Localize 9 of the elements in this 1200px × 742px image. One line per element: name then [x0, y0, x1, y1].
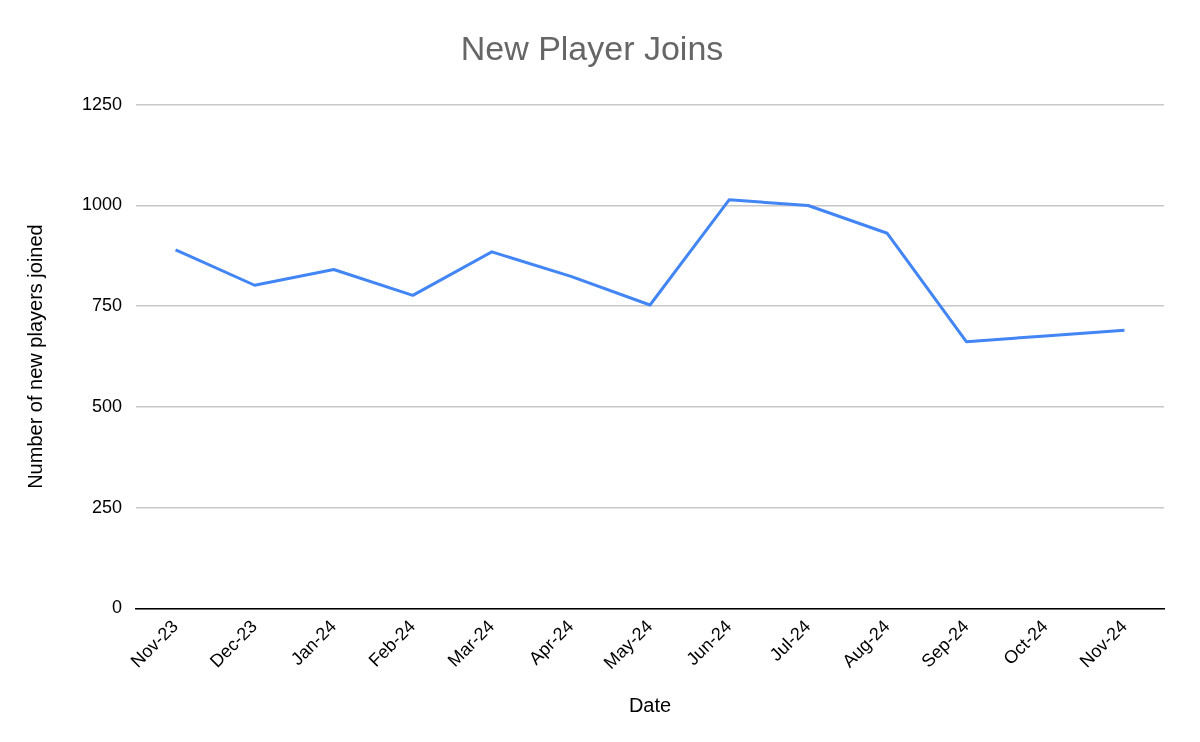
y-tick-label: 1250 [82, 93, 123, 114]
y-tick-label: 0 [112, 597, 123, 618]
chart-title: New Player Joins [460, 28, 724, 67]
x-axis-title: Date [628, 693, 672, 716]
y-tick-label: 500 [92, 395, 123, 416]
y-tick-label: 750 [92, 295, 123, 316]
y-axis-title: Number of new players joined [23, 224, 46, 489]
y-tick-label: 250 [92, 496, 123, 517]
y-tick-label: 1000 [82, 194, 123, 215]
